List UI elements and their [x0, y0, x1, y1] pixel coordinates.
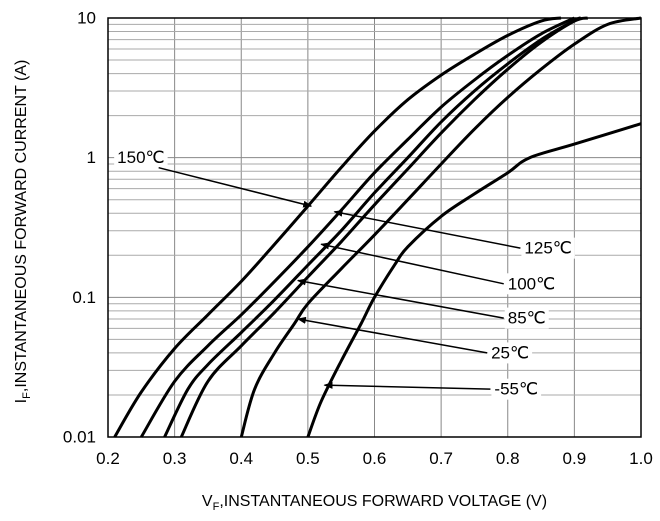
x-tick-labels: 0.2 0.3 0.4 0.5 0.6 0.7 0.8 0.9 1.0 [96, 449, 653, 468]
x-axis-label-subscript: F [213, 501, 220, 513]
y-axis-label: IF,INSTANTANEOUS FORWARD CURRENT (A) [13, 60, 33, 404]
curve-annotations: 150℃ 125℃ 100℃ 85℃ 25℃ -55℃ [114, 147, 575, 400]
series-line [163, 16, 582, 438]
series-line [113, 16, 562, 438]
x-tick-label: 1.0 [629, 449, 653, 468]
series-curves [113, 16, 642, 438]
series-line [140, 16, 576, 438]
annotation-label: -55℃ [494, 380, 538, 399]
x-axis-label: VF,INSTANTANEOUS FORWARD VOLTAGE (V) [202, 493, 547, 513]
series-line [306, 122, 642, 438]
annotation-label-bg [491, 378, 542, 400]
plot-frame [107, 17, 642, 438]
annotation-label-bg [114, 147, 168, 169]
y-axis-label-text: ,INSTANTANEOUS FORWARD CURRENT (A) [13, 60, 30, 392]
annotation-arrow [320, 242, 504, 285]
annotation-arrow [296, 316, 488, 354]
annotation-label-bg [488, 342, 533, 364]
annotation-label: 25℃ [491, 343, 529, 362]
y-tick-label: 10 [77, 9, 96, 28]
annotation-arrow [296, 278, 504, 319]
annotation-arrow [158, 166, 313, 208]
annotation-arrow [323, 381, 491, 390]
annotation-label: 100℃ [508, 274, 555, 293]
x-tick-label: 0.6 [363, 449, 387, 468]
annotation-label: 125℃ [524, 239, 571, 258]
x-tick-label: 0.7 [429, 449, 453, 468]
annotation-label: 85℃ [508, 309, 546, 328]
annotation-label: 150℃ [117, 148, 164, 167]
y-axis-label-symbol: I [13, 399, 30, 403]
annotation-label-bg [504, 273, 559, 295]
x-tick-label: 0.4 [229, 449, 253, 468]
x-tick-label: 0.2 [96, 449, 120, 468]
y-tick-labels: 0.01 0.1 1 10 [63, 9, 96, 447]
y-tick-label: 1 [87, 148, 96, 167]
y-tick-label: 0.01 [63, 428, 96, 447]
x-tick-label: 0.5 [296, 449, 320, 468]
annotation-label-bg [521, 237, 575, 259]
x-axis-label-symbol: V [202, 493, 213, 510]
y-tick-label: 0.1 [72, 288, 96, 307]
series-line [239, 16, 642, 438]
x-axis-label-text: ,INSTANTANEOUS FORWARD VOLTAGE (V) [219, 493, 547, 510]
x-tick-label: 0.3 [163, 449, 187, 468]
grid-lines [107, 18, 642, 438]
x-tick-label: 0.9 [563, 449, 587, 468]
x-tick-label: 0.8 [496, 449, 520, 468]
series-line [179, 16, 589, 438]
y-axis-label-subscript: F [21, 392, 33, 399]
annotation-arrow [333, 209, 521, 249]
annotation-label-bg [504, 307, 549, 329]
